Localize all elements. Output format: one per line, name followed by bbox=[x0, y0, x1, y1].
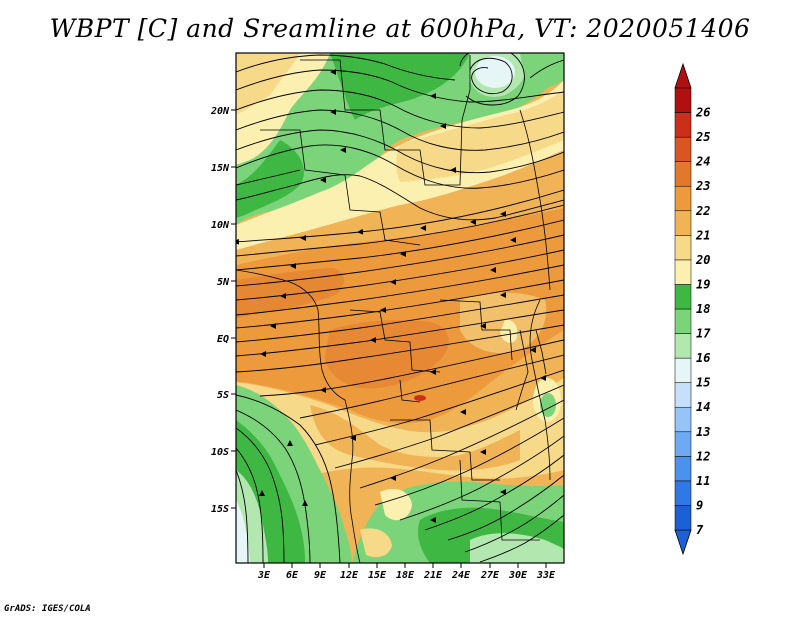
colorbar-bottom-arrow bbox=[674, 529, 692, 556]
latitude-axis: 20N 15N 10N 5N EQ 5S 10S 15S bbox=[210, 106, 236, 515]
colorbar-swatch bbox=[674, 235, 692, 261]
chart-title: WBPT [C] and Sreamline at 600hPa, VT: 20… bbox=[49, 14, 751, 43]
lat-label: 15N bbox=[211, 163, 230, 174]
colorbar-swatch bbox=[674, 259, 692, 285]
lat-label: 10N bbox=[211, 220, 230, 231]
lat-label: 5N bbox=[217, 277, 230, 288]
colorbar-label: 22 bbox=[695, 204, 710, 218]
colorbar-label: 15 bbox=[696, 376, 710, 390]
lon-label: 3E bbox=[257, 570, 271, 581]
lon-label: 27E bbox=[480, 570, 500, 581]
colorbar-label: 23 bbox=[695, 179, 710, 193]
colorbar-swatch bbox=[674, 87, 692, 113]
lon-label: 33E bbox=[536, 570, 556, 581]
streamline-arrows bbox=[259, 69, 546, 523]
colorbar-swatch bbox=[674, 284, 692, 310]
lon-label: 21E bbox=[423, 570, 443, 581]
streamlines bbox=[236, 53, 564, 563]
colorbar-swatch bbox=[674, 505, 692, 531]
colorbar-swatch bbox=[674, 308, 692, 334]
colorbar-swatch bbox=[674, 333, 692, 359]
lon-label: 12E bbox=[340, 570, 359, 581]
lon-label: 9E bbox=[314, 570, 327, 581]
colorbar-swatch bbox=[674, 431, 692, 457]
lat-label: EQ bbox=[217, 334, 229, 345]
colorbar-label: 13 bbox=[696, 425, 710, 439]
colorbar-swatch bbox=[674, 185, 692, 212]
colorbar-swatch bbox=[674, 161, 692, 187]
lon-label: 18E bbox=[396, 570, 415, 581]
colorbar-label: 12 bbox=[696, 449, 710, 463]
lat-label: 15S bbox=[211, 504, 229, 515]
colorbar-label: 19 bbox=[696, 277, 710, 291]
longitude-axis: 3E 6E 9E 12E 15E 18E 21E 24E 27E 30E 33E bbox=[257, 563, 556, 581]
colorbar-swatch bbox=[674, 382, 692, 408]
colorbar-label: 9 bbox=[696, 498, 703, 512]
colorbar-swatch bbox=[674, 136, 692, 162]
colorbar-label: 21 bbox=[695, 228, 710, 242]
colorbar-top-arrow bbox=[674, 62, 692, 89]
colorbar-label: 26 bbox=[695, 106, 710, 120]
colorbar-swatch bbox=[674, 480, 692, 506]
lat-label: 20N bbox=[210, 106, 230, 117]
colorbar-label: 7 bbox=[696, 523, 704, 537]
colorbar-label: 14 bbox=[696, 400, 710, 414]
colorbar-swatch bbox=[674, 210, 692, 236]
colorbar-swatch bbox=[674, 357, 692, 383]
lon-label: 30E bbox=[508, 570, 528, 581]
footer-credit: GrADS: IGES/COLA bbox=[4, 604, 91, 614]
colorbar-swatch bbox=[674, 112, 692, 138]
map-frame bbox=[235, 52, 565, 564]
lat-label: 10S bbox=[211, 447, 229, 458]
lon-label: 15E bbox=[368, 570, 387, 581]
lon-label: 6E bbox=[286, 570, 299, 581]
colorbar-label: 20 bbox=[695, 253, 710, 267]
colorbar-label: 16 bbox=[696, 351, 710, 365]
country-borders bbox=[236, 55, 551, 563]
colorbar-label: 18 bbox=[696, 302, 710, 316]
lat-label: 5S bbox=[217, 390, 229, 401]
colorbar-swatch bbox=[674, 406, 692, 433]
lon-label: 24E bbox=[451, 570, 471, 581]
colorbar: 7 9 11 12 13 14 15 16 17 18 19 20 21 22 23 24 25 26 bbox=[674, 62, 711, 556]
colorbar-label: 11 bbox=[696, 474, 710, 488]
colorbar-label: 25 bbox=[695, 130, 710, 144]
colorbar-label: 24 bbox=[695, 155, 710, 169]
colorbar-label: 17 bbox=[696, 327, 711, 341]
colorbar-swatch bbox=[674, 456, 692, 482]
